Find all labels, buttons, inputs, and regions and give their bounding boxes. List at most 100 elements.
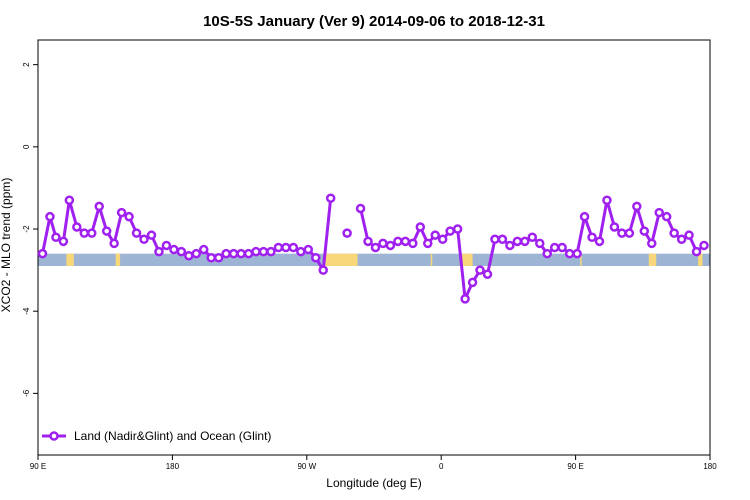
land-band-segment: [66, 253, 74, 266]
data-point: [266, 246, 276, 257]
data-point: [94, 201, 104, 212]
data-point: [669, 228, 679, 238]
land-band-segment: [115, 253, 121, 266]
data-point: [236, 248, 246, 259]
data-point: [370, 242, 381, 253]
data-point: [318, 265, 328, 275]
data-point: [243, 248, 254, 259]
data-point: [296, 246, 306, 257]
ocean-band: [38, 253, 710, 266]
data-point: [206, 253, 216, 263]
plot-frame: [37, 39, 711, 456]
data-point: [199, 244, 209, 255]
data-point: [139, 234, 149, 245]
data-point: [467, 277, 478, 288]
land-band-segment: [462, 253, 473, 266]
data-point: [460, 294, 470, 304]
data-point: [497, 234, 508, 245]
chart-title: 10S-5S January (Ver 9) 2014-09-06 to 201…: [203, 13, 545, 30]
data-point: [228, 248, 239, 259]
y-axis-label: XCO2 - MLO trend (ppm): [0, 178, 13, 313]
data-point: [557, 242, 567, 253]
y-tick-label: -2: [22, 225, 31, 233]
data-point: [594, 236, 605, 247]
data-point: [385, 240, 396, 251]
y-tick-label: -4: [22, 307, 31, 315]
data-point: [602, 195, 612, 205]
data-point: [430, 230, 440, 240]
data-point: [161, 240, 172, 251]
data-point: [654, 207, 664, 218]
data-point: [490, 234, 500, 245]
data-point: [699, 240, 709, 251]
x-axis: 90 E 180 90 W 0 90 E 180: [30, 455, 717, 471]
data-point: [303, 244, 314, 255]
x-tick-label: 90 E: [30, 462, 46, 471]
data-point: [288, 242, 299, 253]
data-point: [176, 246, 187, 257]
data-point: [221, 248, 231, 259]
data-point: [445, 226, 455, 236]
x-tick-label: 0: [439, 462, 444, 471]
data-point: [639, 226, 650, 236]
data-point: [325, 193, 336, 203]
data-point: [520, 236, 530, 247]
data-point: [505, 240, 515, 251]
data-point: [169, 244, 179, 255]
data-point: [378, 238, 388, 249]
data-point: [342, 228, 352, 238]
legend-label: Land (Nadir&Glint) and Ocean (Glint): [74, 429, 271, 443]
data-point: [355, 203, 366, 214]
data-point: [191, 248, 202, 259]
series-land-ocean: [37, 193, 709, 304]
y-tick-label: 2: [22, 62, 31, 67]
data-point: [109, 238, 119, 249]
data-point: [311, 253, 321, 263]
data-point: [79, 228, 90, 238]
ocean-land-band: [38, 253, 710, 266]
data-point: [684, 230, 694, 240]
land-band-segment: [430, 253, 433, 266]
data-point: [124, 211, 134, 222]
y-tick-label: -6: [22, 389, 31, 397]
data-point: [273, 242, 284, 253]
data-point: [572, 248, 582, 259]
y-tick-label: 0: [22, 144, 31, 149]
data-point: [146, 230, 157, 240]
data-point: [64, 195, 75, 205]
data-point: [452, 224, 463, 234]
data-point: [661, 211, 672, 222]
data-point: [251, 246, 261, 257]
x-tick-label: 90 W: [297, 462, 316, 471]
data-point: [676, 234, 687, 245]
data-point: [213, 253, 224, 263]
data-point: [647, 238, 657, 249]
data-point: [393, 236, 403, 247]
data-point: [72, 222, 82, 232]
data-point: [51, 232, 61, 242]
data-point: [527, 232, 538, 242]
data-point: [482, 269, 493, 279]
data-point: [45, 211, 55, 222]
data-point: [415, 222, 426, 232]
data-point: [363, 236, 373, 247]
data-point: [542, 248, 552, 259]
data-point: [423, 238, 433, 249]
legend: Land (Nadir&Glint) and Ocean (Glint): [42, 429, 271, 443]
land-band-segment: [698, 253, 703, 266]
data-point: [564, 248, 575, 259]
data-point: [691, 246, 702, 257]
data-point: [101, 226, 112, 236]
data-point: [58, 236, 69, 247]
data-point: [624, 228, 635, 238]
data-point: [549, 242, 560, 253]
series-line: [359, 198, 705, 301]
data-point: [475, 265, 485, 275]
data-point: [587, 232, 597, 242]
data-point: [154, 246, 164, 257]
data-point: [512, 236, 523, 247]
x-tick-label: 180: [166, 462, 180, 471]
x-axis-label: Longitude (deg E): [326, 476, 421, 490]
data-point: [258, 246, 269, 257]
